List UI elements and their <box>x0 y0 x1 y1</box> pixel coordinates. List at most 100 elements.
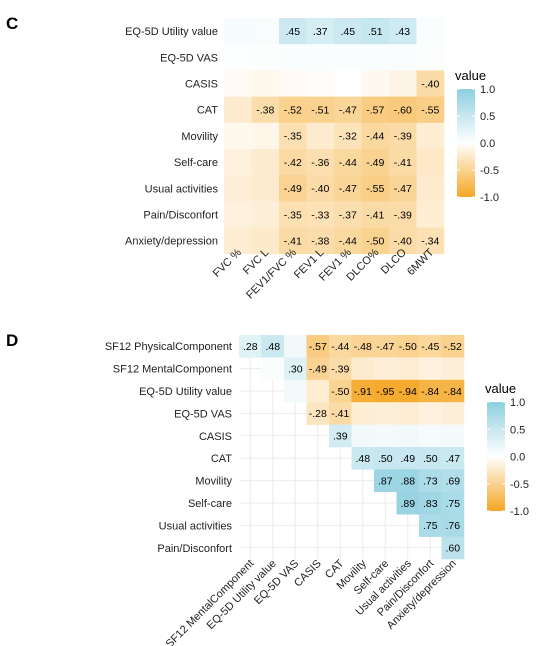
heatmap-cell <box>224 122 252 150</box>
cell-value-label: .76 <box>445 520 460 532</box>
heatmap-cell <box>306 149 335 176</box>
cell-value-label: .73 <box>423 475 438 487</box>
heatmap-cell <box>374 469 397 493</box>
heatmap-cell <box>329 424 352 448</box>
cell-value-label: -.44 <box>339 157 357 169</box>
legend-tick-label: -1.0 <box>480 192 499 204</box>
heatmap-cells <box>224 18 445 255</box>
heatmap-cell <box>251 201 280 228</box>
cell-value-label: -.42 <box>284 157 302 169</box>
heatmap-cell <box>351 402 375 425</box>
heatmap-cell <box>334 227 362 255</box>
row-label: Usual activities <box>145 183 219 195</box>
cell-value-label: -.47 <box>394 183 412 195</box>
legend-tick-label: -0.5 <box>510 479 529 491</box>
row-label: Movility <box>181 131 218 143</box>
heatmap-cell <box>374 424 397 448</box>
heatmap-cell <box>416 122 445 150</box>
heatmap-cell <box>306 379 330 403</box>
cell-value-label: -.47 <box>339 183 357 195</box>
cell-value-label: .50 <box>423 453 438 465</box>
heatmap-cell <box>419 402 442 425</box>
legend-title: value <box>455 68 486 83</box>
heatmap-cell <box>224 227 252 255</box>
cell-value-label: -.36 <box>311 157 329 169</box>
heatmap-cell <box>419 424 442 448</box>
row-label: Movility <box>195 476 232 488</box>
heatmap-cell <box>419 447 442 470</box>
heatmap-cell <box>361 149 390 176</box>
cell-value-label: -.33 <box>311 209 329 221</box>
cell-value-label: -.49 <box>284 183 302 195</box>
heatmap-cell <box>224 18 252 45</box>
cell-value-label: -.84 <box>421 386 439 398</box>
cell-value-label: .88 <box>400 475 415 487</box>
cell-value-label: .30 <box>288 363 303 375</box>
heatmap-cell <box>351 379 375 403</box>
heatmap-cell <box>224 149 252 176</box>
heatmap-cell <box>224 175 252 202</box>
heatmap-cell <box>334 122 362 150</box>
cell-value-label: .43 <box>395 26 410 38</box>
heatmap-cell <box>396 379 420 403</box>
heatmap-cell <box>441 357 465 381</box>
cell-value-label: -.40 <box>311 183 329 195</box>
heatmap-cell <box>279 122 307 150</box>
cell-value-label: -.50 <box>366 236 384 248</box>
heatmap-cell <box>251 149 280 176</box>
legend-title: value <box>485 381 516 396</box>
heatmap-cell <box>306 18 335 45</box>
heatmap-cell <box>361 96 390 124</box>
row-label: Anxiety/depression <box>125 236 218 248</box>
legend-tick-label: 1.0 <box>480 84 495 96</box>
heatmap-cell <box>306 175 335 202</box>
heatmap-cell <box>416 149 445 176</box>
heatmap-cell <box>374 447 397 470</box>
heatmap-cell <box>419 357 442 381</box>
cell-value-label: -.55 <box>421 105 439 117</box>
heatmap-cell <box>389 201 417 228</box>
heatmap-cell <box>261 357 285 381</box>
heatmap-cell <box>441 335 465 358</box>
cell-value-label: -.37 <box>339 209 357 221</box>
heatmap-cell <box>396 447 420 470</box>
heatmap-cell <box>334 149 362 176</box>
heatmap-cell <box>351 357 375 381</box>
cell-labels: .28 .48 -.57 -.44 -.48 -.47 -.50 -.45 -.52 .30 -.4… <box>243 341 462 555</box>
cell-value-label: -.55 <box>366 183 384 195</box>
heatmap-cell <box>416 70 445 97</box>
cell-value-label: -.91 <box>354 386 372 398</box>
heatmap-cell <box>361 122 390 150</box>
heatmap-cell <box>361 44 390 71</box>
cell-value-label: -.84 <box>444 386 462 398</box>
heatmap-cell <box>416 201 445 228</box>
heatmap-cell <box>279 70 307 97</box>
row-label: Self-care <box>174 157 218 169</box>
heatmap-cell <box>261 335 285 358</box>
legend-tick-label: 0.5 <box>510 424 525 436</box>
legend-tick-label: 0.5 <box>480 111 495 123</box>
heatmap-cell <box>279 149 307 176</box>
cell-value-label: -.95 <box>376 386 394 398</box>
heatmap-cell <box>389 227 417 255</box>
cell-value-label: .45 <box>340 26 355 38</box>
heatmap-cell <box>329 379 352 403</box>
cell-value-label: .47 <box>445 453 460 465</box>
row-label: CAT <box>211 453 232 465</box>
row-label: Pain/Disconfort <box>143 210 218 222</box>
cell-value-label: -.48 <box>354 341 372 353</box>
heatmap-cell <box>416 44 445 71</box>
heatmap-cell <box>396 402 420 425</box>
heatmap-cell <box>389 175 417 202</box>
cell-value-label: -.39 <box>331 363 349 375</box>
heatmap-cell <box>416 96 445 124</box>
cell-value-label: -.35 <box>284 209 302 221</box>
cell-value-label: -.45 <box>421 341 439 353</box>
heatmap-cell <box>284 379 307 403</box>
cell-value-label: -.57 <box>366 105 384 117</box>
row-label: CASIS <box>185 79 218 91</box>
